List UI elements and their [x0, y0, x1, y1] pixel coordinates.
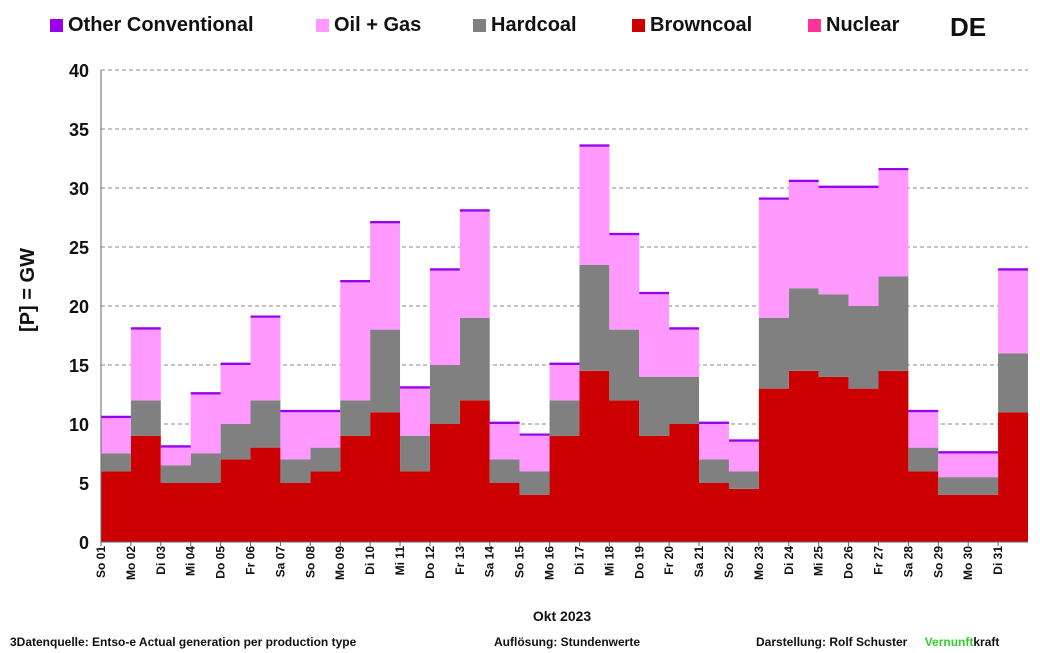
- y-tick-label: 5: [79, 474, 89, 494]
- x-tick-label: Mo 09: [333, 546, 347, 580]
- legend-label: Oil + Gas: [334, 13, 422, 36]
- x-tick-label: Mi 04: [184, 546, 198, 576]
- y-tick-labels: 0 5 10 15 20 25 30 35 40: [69, 61, 89, 553]
- x-tick-label: Mo 16: [543, 546, 557, 580]
- legend-item: Browncoal: [632, 12, 752, 38]
- legend-label: Other Conventional: [68, 13, 254, 36]
- x-tick-label: Mi 18: [602, 546, 616, 576]
- y-axis-label: [P] = GW: [17, 248, 39, 332]
- x-tick-label: Fr 20: [662, 546, 676, 575]
- legend-label: Hardcoal: [491, 13, 577, 36]
- y-tick-label: 35: [69, 120, 89, 140]
- legend-swatch: [473, 18, 486, 32]
- x-tick-label: Sa 28: [901, 546, 915, 578]
- x-tick-label: Mo 30: [961, 546, 975, 580]
- x-tick-label: Do 12: [423, 546, 437, 579]
- y-tick-label: 15: [69, 356, 89, 376]
- x-tick-label: So 08: [303, 546, 317, 578]
- x-tick-label: Di 17: [572, 546, 586, 575]
- x-tick-label: So 15: [513, 546, 527, 578]
- x-axis-label: Okt 2023: [533, 608, 592, 624]
- x-tick-label: So 29: [931, 546, 945, 578]
- x-tick-labels: So 01 Mo 02 Di 03 Mi 04 Do 05 Fr 06 Sa 07 So 08…: [94, 542, 1005, 580]
- footer-brand-highlight: Vernunft: [924, 635, 974, 649]
- x-tick-label: Di 31: [991, 546, 1005, 575]
- legend-label: Nuclear: [826, 13, 900, 36]
- x-tick-label: Do 05: [214, 546, 228, 579]
- y-tick-label: 40: [69, 61, 89, 81]
- y-tick-label: 30: [69, 179, 89, 199]
- x-tick-label: Mo 02: [124, 546, 138, 580]
- y-tick-label: 10: [69, 415, 89, 435]
- x-tick-label: Sa 14: [483, 546, 497, 578]
- legend-item: Hardcoal: [473, 12, 577, 38]
- series-area-oil-gas: [101, 146, 1028, 478]
- area-series-layer: [101, 144, 1028, 542]
- x-tick-label: So 22: [722, 546, 736, 578]
- x-tick-label: Di 24: [782, 546, 796, 575]
- region-label: DE: [950, 12, 987, 42]
- x-tick-label: Do 26: [842, 546, 856, 579]
- legend-swatch: [316, 18, 329, 32]
- x-tick-label: So 01: [94, 546, 108, 578]
- x-tick-label: Mi 25: [812, 546, 826, 576]
- footer-resolution: Auflösung: Stundenwerte: [494, 635, 640, 649]
- legend-item: Other Conventional: [50, 12, 254, 38]
- x-tick-label: Mi 11: [393, 546, 407, 576]
- legend-item: Oil + Gas: [316, 12, 421, 38]
- legend-swatch: [808, 18, 821, 32]
- y-tick-label: 0: [79, 533, 89, 553]
- y-tick-label: 20: [69, 297, 89, 317]
- legend-swatch: [632, 18, 645, 32]
- legend-label: Browncoal: [650, 13, 753, 36]
- footer-author: Darstellung: Rolf Schuster Vernunftkraft: [756, 635, 999, 649]
- x-tick-label: Do 19: [632, 546, 646, 579]
- y-tick-label: 25: [69, 238, 89, 258]
- x-tick-label: Fr 13: [453, 546, 467, 575]
- footer-source: 3Datenquelle: Entso-e Actual generation …: [10, 635, 357, 649]
- footer-brand-rest: kraft: [973, 635, 1000, 649]
- series-area-hardcoal: [101, 264, 1028, 495]
- series-area-browncoal: [101, 370, 1028, 542]
- footer-author-text: Darstellung: Rolf Schuster: [756, 635, 908, 649]
- x-tick-label: Mo 23: [752, 546, 766, 580]
- axes: [100, 70, 1028, 543]
- legend-swatch: [50, 18, 63, 32]
- x-tick-label: Di 03: [154, 546, 168, 575]
- x-tick-label: Sa 21: [692, 546, 706, 578]
- x-tick-label: Fr 27: [871, 546, 885, 575]
- x-tick-label: Di 10: [363, 546, 377, 575]
- x-tick-label: Fr 06: [244, 546, 258, 575]
- legend-item: Nuclear: [808, 12, 899, 38]
- x-tick-label: Sa 07: [273, 546, 287, 578]
